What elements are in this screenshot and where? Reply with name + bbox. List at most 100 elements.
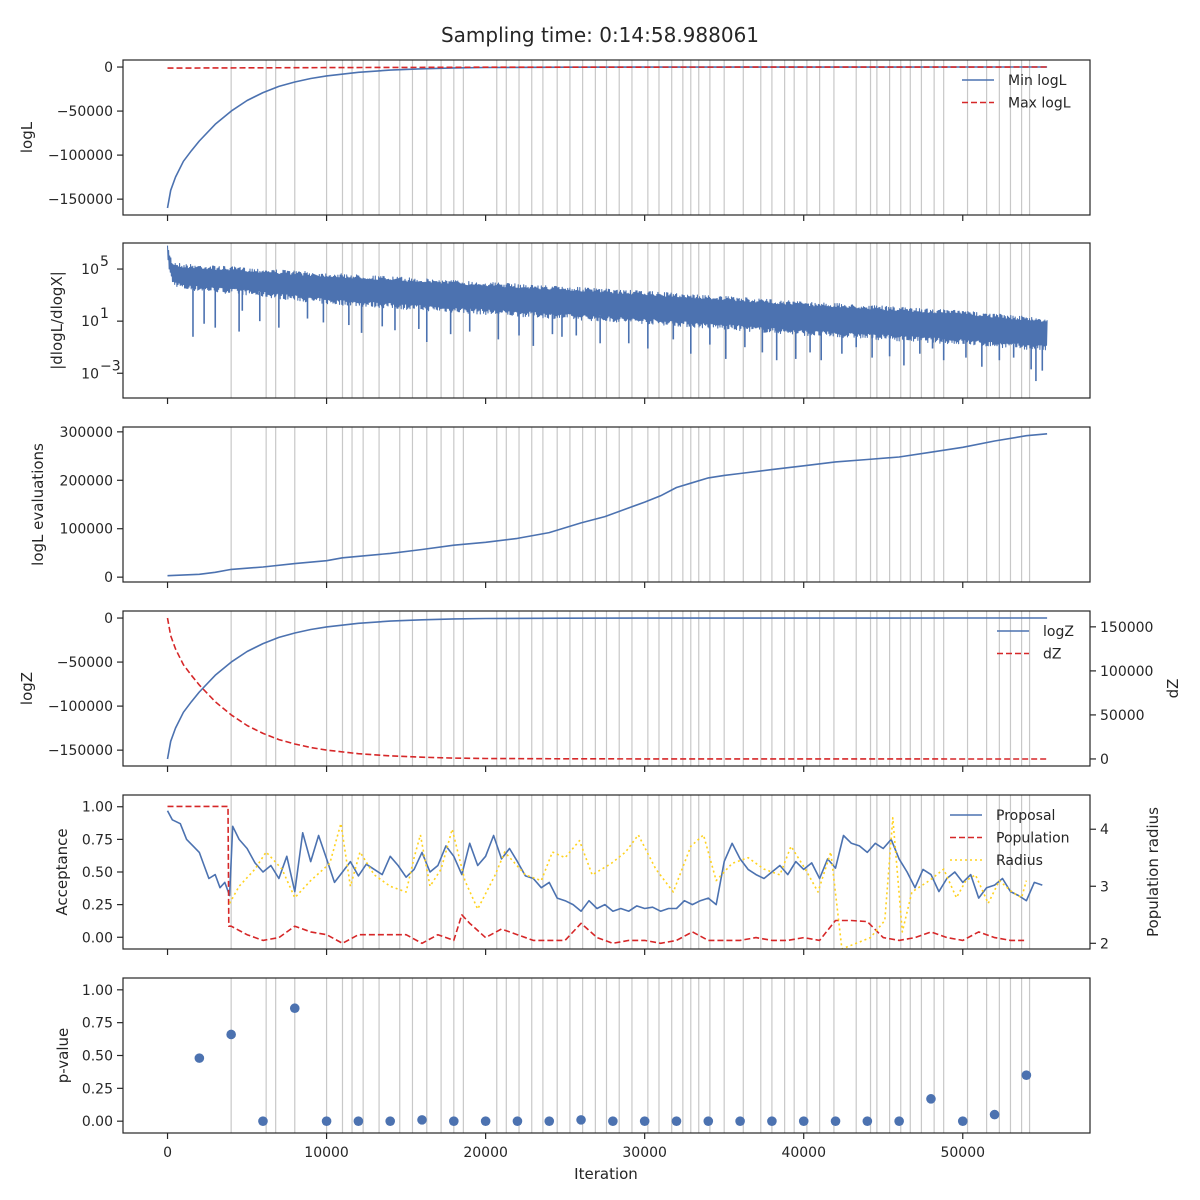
p-value-point bbox=[289, 1003, 300, 1014]
legend-label: Proposal bbox=[996, 808, 1055, 824]
legend: Min logL Max logL bbox=[962, 73, 1071, 112]
plot-area bbox=[166, 617, 1048, 760]
panel-accept: 0.00 0.25 0.50 0.75 1.00 2 3 4 Acceptance Populat… bbox=[53, 794, 1162, 955]
p-value-point bbox=[194, 1053, 205, 1063]
y2-tick-label: 100000 bbox=[1100, 664, 1153, 680]
series-logz bbox=[166, 617, 1048, 760]
y-axis-label: logL bbox=[18, 121, 36, 153]
p-value-point bbox=[544, 1116, 555, 1126]
y-tick-label: 0 bbox=[104, 570, 113, 586]
boundary-lines bbox=[230, 427, 1031, 582]
p-value-point bbox=[1021, 1070, 1032, 1081]
p-value-point bbox=[639, 1116, 650, 1126]
panel-dlogl: 10 510 110 −3|dlogL/dlogX| bbox=[48, 242, 1091, 404]
y-tick-label: 100000 bbox=[60, 522, 113, 538]
x-tick-label: 50000 bbox=[940, 1145, 985, 1161]
y-tick-label: 0.00 bbox=[82, 1114, 113, 1130]
y-tick-label: 0.50 bbox=[82, 1049, 113, 1065]
legend-label: dZ bbox=[1043, 647, 1061, 663]
y-tick-label: −100000 bbox=[48, 148, 113, 164]
panels: 0 −50000 −100000 −150000 logL Min logL Max log… bbox=[18, 59, 1182, 1161]
y-axis-label: logZ bbox=[18, 672, 36, 705]
y2-tick-label: 2 bbox=[1100, 936, 1109, 952]
legend: logZ dZ bbox=[997, 624, 1074, 663]
y-tick-label: −50000 bbox=[57, 104, 113, 120]
axes-frame bbox=[122, 242, 1091, 399]
p-value-point bbox=[512, 1116, 523, 1126]
y-tick-label: 0.00 bbox=[82, 930, 113, 946]
y-tick-label: 0 bbox=[104, 60, 113, 76]
y-tick-label: 0.25 bbox=[82, 898, 113, 914]
p-value-point bbox=[767, 1116, 777, 1126]
panel-evals: 0 100000 200000 300000 logL evaluations bbox=[29, 425, 1091, 588]
x-tick-label: 40000 bbox=[781, 1145, 826, 1161]
plot-area bbox=[166, 805, 1043, 949]
axes-frame bbox=[122, 426, 1091, 583]
legend-label: logZ bbox=[1043, 624, 1074, 640]
axes-frame bbox=[122, 59, 1091, 216]
y-tick-label: 0.50 bbox=[82, 865, 113, 881]
plot-area bbox=[166, 245, 1048, 382]
p-value-point bbox=[735, 1116, 745, 1126]
dips bbox=[192, 285, 1044, 382]
y-tick-exponent: 5 bbox=[100, 254, 109, 270]
plot-area bbox=[166, 66, 1048, 209]
panel-logz: 0 −50000 −100000 −150000 0 50000 100000 150000 l… bbox=[18, 610, 1182, 772]
p-value-point bbox=[576, 1115, 586, 1125]
x-tick-label: 10000 bbox=[304, 1145, 349, 1161]
boundary-lines bbox=[230, 978, 1031, 1133]
y-tick-label: 1.00 bbox=[82, 800, 113, 816]
y-tick-label: 300000 bbox=[60, 425, 113, 441]
p-value-point bbox=[894, 1116, 904, 1126]
y2-axis-label: Population radius bbox=[1144, 807, 1162, 937]
series-evals-0 bbox=[167, 433, 1048, 577]
x-tick-label: 0 bbox=[163, 1145, 172, 1161]
series-max-logl bbox=[167, 66, 1048, 69]
panel-pvalue: 0 10000 20000 30000 40000 50000 0.00 0.25 0.50 0.… bbox=[54, 977, 1091, 1161]
y-tick-label: 10 bbox=[81, 314, 99, 330]
y2-tick-label: 3 bbox=[1100, 879, 1109, 895]
y2-tick-label: 4 bbox=[1100, 822, 1109, 838]
legend-label: Min logL bbox=[1008, 73, 1067, 89]
y-tick-label: 1.00 bbox=[82, 983, 113, 999]
y-tick-label: 0.25 bbox=[82, 1081, 113, 1097]
p-value-point bbox=[671, 1116, 682, 1126]
y-tick-exponent: 1 bbox=[100, 306, 109, 322]
y-tick-label: 0.75 bbox=[82, 1016, 113, 1032]
x-tick-label: 20000 bbox=[463, 1145, 508, 1161]
y-axis-label: logL evaluations bbox=[29, 443, 47, 566]
p-value-point bbox=[989, 1109, 1000, 1120]
p-value-point bbox=[417, 1115, 427, 1125]
p-value-point bbox=[926, 1094, 936, 1104]
x-tick-label: 30000 bbox=[622, 1145, 667, 1161]
plot-area bbox=[167, 433, 1048, 577]
y-tick-exponent: −3 bbox=[100, 358, 121, 374]
y-tick-label: 200000 bbox=[60, 473, 113, 489]
y-axis-label: Acceptance bbox=[53, 828, 71, 915]
y-tick-label: −150000 bbox=[48, 743, 113, 759]
p-value-point bbox=[226, 1029, 236, 1040]
legend: Proposal Population Radius bbox=[950, 808, 1070, 869]
p-value-point bbox=[321, 1116, 332, 1126]
boundary-lines bbox=[230, 60, 1031, 215]
plot-area bbox=[194, 1003, 1032, 1126]
series-dlogl-0 bbox=[166, 245, 1048, 351]
legend-label: Radius bbox=[996, 853, 1043, 869]
p-value-point bbox=[385, 1116, 395, 1126]
panel-logl: 0 −50000 −100000 −150000 logL Min logL Max log… bbox=[18, 59, 1091, 221]
series-radius bbox=[228, 816, 1028, 949]
legend-label: Max logL bbox=[1008, 96, 1071, 112]
y-tick-label: −150000 bbox=[48, 192, 113, 208]
y-tick-label: 10 bbox=[81, 262, 99, 278]
y-axis-label: |dlogL/dlogX| bbox=[48, 271, 66, 370]
legend-label: Population bbox=[996, 831, 1070, 847]
y2-axis-label: dZ bbox=[1164, 679, 1182, 699]
boundary-lines bbox=[230, 795, 1031, 949]
p-value-point bbox=[258, 1116, 268, 1126]
y-axis-label: p-value bbox=[54, 1028, 72, 1084]
y-tick-label: 0.75 bbox=[82, 832, 113, 848]
x-axis-label: Iteration bbox=[574, 1165, 638, 1183]
y2-tick-label: 0 bbox=[1100, 752, 1109, 768]
